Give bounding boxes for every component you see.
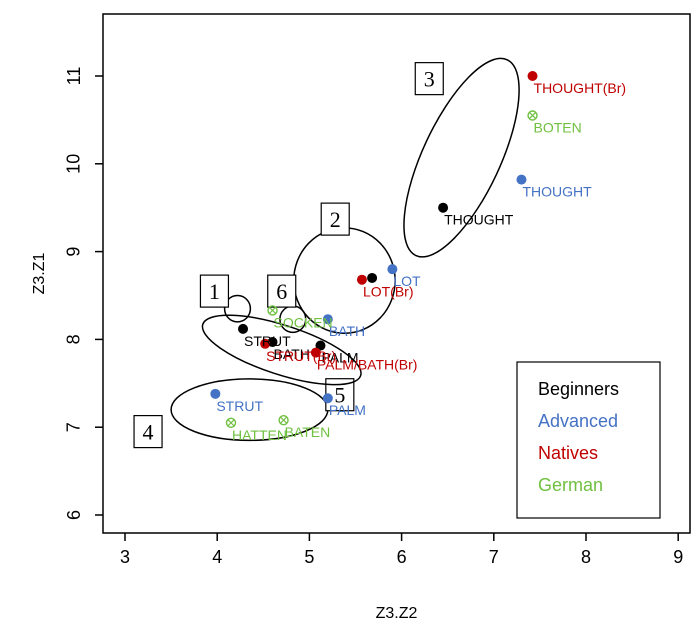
natives-point [310,347,321,358]
german-point-label: BATEN [285,424,331,440]
german-point-cross [268,306,277,315]
annotation-layer: 1 2 3 4 5 6 [133,57,520,449]
advanced-point-label: PALM [329,402,366,418]
points-layer [210,71,538,429]
legend: Beginners Advanced Natives German [516,361,661,519]
legend-box [516,361,661,519]
beginners-point-label: BATH [274,346,310,362]
advanced-point [387,264,398,275]
cluster-number-box [267,274,297,308]
german-point-cross [528,111,537,120]
beginners-point [367,272,378,283]
natives-point [260,338,271,349]
advanced-point [516,174,527,185]
y-tick-label: 11 [64,67,84,86]
cluster-number-box [320,202,350,236]
german-point-cross [227,419,235,427]
cluster-number: 2 [330,207,341,232]
beginners-point [238,323,249,334]
german-point [225,417,237,429]
y-tick-label: 6 [64,510,84,520]
beginners-point-label: STRUT [244,333,291,349]
german-point-label: SOCKEN [274,314,333,330]
natives-point [356,274,367,285]
german-point [527,110,538,121]
legend-entry: German [538,475,603,495]
beginners-point-label: PALM [321,350,358,366]
legend-entry: Beginners [538,379,619,399]
natives-point-label: THOUGHT(Br) [534,80,627,96]
cluster-number-box [414,62,444,96]
x-tick-label: 6 [397,547,407,567]
y-tick-label: 7 [64,422,84,432]
advanced-point-label: BATH [329,323,365,339]
cluster-number: 1 [209,279,220,304]
beginners-point [438,202,449,213]
plot-border [102,13,691,534]
german-point-label: BOTEN [534,120,582,136]
natives-point-label: LOT(Br) [363,284,414,300]
plot-frame-layer: 3 4 5 6 7 8 9 6 7 8 9 10 11 Z3.Z2 Z3.Z1 [31,13,691,622]
y-tick-label: 8 [64,334,84,344]
advanced-point [210,388,221,399]
cluster-ellipse [223,294,252,323]
cluster-number: 5 [334,383,345,408]
advanced-point-label: STRUT [216,398,263,414]
x-tick-label: 8 [581,547,591,567]
x-tick-label: 4 [212,547,222,567]
y-tick-label: 10 [64,154,84,174]
german-point [267,305,278,316]
german-point-label: HATTEN [232,427,287,443]
legend-entry: Advanced [538,411,618,431]
natives-point-label: STRUT(Br) [266,348,336,364]
x-tick-label: 7 [489,547,499,567]
cluster-ellipse [403,57,520,258]
german-point-cross [279,416,288,424]
x-axis-title: Z3.Z2 [376,605,418,622]
legend-entry: Natives [538,443,598,463]
x-tick-label: 3 [120,547,130,567]
y-tick-label: 9 [64,247,84,257]
advanced-point-label: THOUGHT [522,184,592,200]
cluster-number: 3 [424,67,435,92]
x-tick-label: 9 [673,547,683,567]
german-point [278,414,289,426]
cluster-number-box [199,274,230,308]
y-axis-title: Z3.Z1 [31,253,48,295]
beginners-point-label: THOUGHT [444,212,514,228]
cluster-number: 4 [143,420,154,445]
cluster-number: 6 [276,279,287,304]
natives-point-label: PALM/BATH(Br) [317,357,418,373]
cluster-number-box [133,414,163,449]
advanced-point [322,393,333,404]
cluster-ellipse [201,314,362,386]
natives-point [527,71,538,81]
advanced-point [322,314,333,325]
advanced-point-label: LOT [393,273,421,289]
x-tick-label: 5 [304,547,314,567]
